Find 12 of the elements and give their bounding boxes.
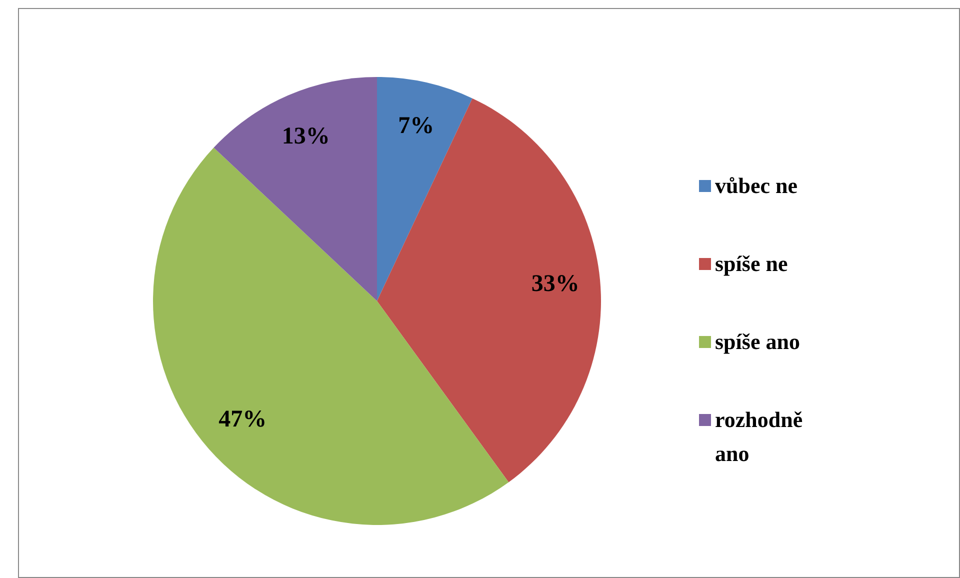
pie-slice [377, 98, 601, 482]
data-label: 7% [398, 113, 434, 140]
legend-label: spíše ne [715, 250, 788, 278]
data-label: 47% [218, 406, 267, 433]
pie-slice [153, 148, 509, 525]
legend-label: rozhodně ano [715, 406, 804, 468]
pie-slice [214, 77, 377, 301]
data-label: 33% [531, 271, 580, 298]
data-label: 13% [282, 124, 330, 150]
legend-label: spíše ano [715, 328, 800, 356]
legend-label: vůbec ne [715, 172, 798, 200]
pie-slice [377, 77, 472, 301]
